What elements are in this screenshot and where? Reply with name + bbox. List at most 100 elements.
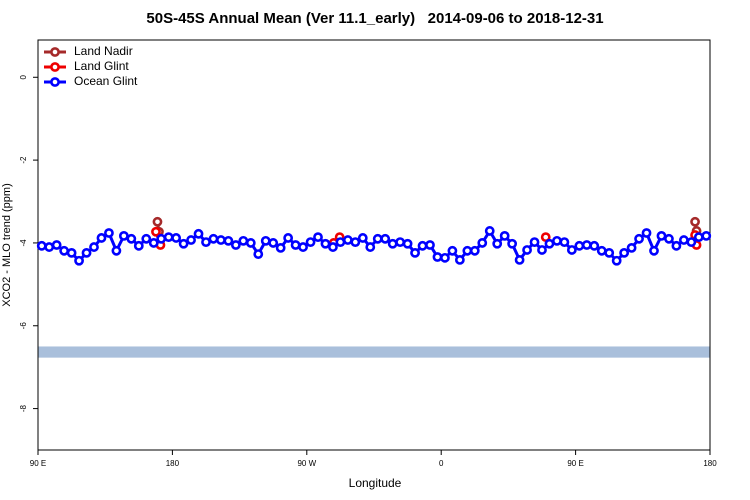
point xyxy=(469,245,480,256)
point xyxy=(186,235,196,245)
point xyxy=(641,228,652,238)
point xyxy=(245,238,256,248)
point xyxy=(126,233,137,244)
point xyxy=(178,238,189,249)
point xyxy=(425,240,435,250)
x-tick-label: 0 xyxy=(439,459,444,468)
point xyxy=(552,235,562,246)
point xyxy=(133,240,144,251)
point xyxy=(693,232,704,243)
legend-marker xyxy=(50,77,60,87)
point xyxy=(156,233,167,244)
legend-marker xyxy=(50,62,60,72)
point xyxy=(151,226,161,237)
point xyxy=(51,240,62,250)
point xyxy=(253,249,264,260)
point xyxy=(410,247,420,258)
y-tick-label: 0 xyxy=(19,74,28,79)
band xyxy=(38,346,710,358)
point xyxy=(36,240,47,251)
point xyxy=(596,245,607,256)
x-axis-label: Longitude xyxy=(349,476,402,490)
point xyxy=(566,245,577,255)
point xyxy=(268,238,279,248)
point xyxy=(701,230,712,241)
point xyxy=(223,235,234,246)
x-tick-label: 180 xyxy=(166,459,180,468)
point xyxy=(678,235,689,245)
point xyxy=(208,233,219,244)
x-tick-label: 90 E xyxy=(567,459,583,468)
point xyxy=(417,240,428,251)
point xyxy=(619,247,630,258)
point xyxy=(581,240,592,250)
point xyxy=(335,237,346,248)
point xyxy=(604,247,615,258)
point xyxy=(298,242,308,252)
point xyxy=(649,245,659,256)
point xyxy=(686,237,697,248)
y-tick-label: -2 xyxy=(19,156,28,164)
point xyxy=(81,247,92,258)
point xyxy=(74,255,84,266)
y-tick-label: -8 xyxy=(19,404,28,412)
point xyxy=(432,252,443,262)
point xyxy=(514,255,525,265)
point xyxy=(492,238,503,249)
point xyxy=(141,233,152,244)
point xyxy=(230,240,241,250)
point xyxy=(313,232,323,243)
point xyxy=(395,237,406,248)
point xyxy=(111,245,122,256)
point xyxy=(260,235,271,246)
point xyxy=(365,242,376,252)
legend-marker xyxy=(50,47,60,57)
y-tick-label: -6 xyxy=(19,322,28,330)
point xyxy=(201,237,211,248)
point xyxy=(372,233,383,244)
point xyxy=(634,233,644,244)
point xyxy=(216,235,226,245)
legend-label: Land Nadir xyxy=(74,44,133,58)
y-tick-label: -4 xyxy=(19,239,28,247)
point xyxy=(152,216,163,227)
y-axis-label: XCO2 - MLO trend (ppm) xyxy=(1,183,13,306)
point xyxy=(529,237,540,248)
point xyxy=(104,228,114,238)
point xyxy=(626,242,637,253)
x-tick-label: 90 E xyxy=(30,459,46,468)
point xyxy=(559,237,570,248)
point xyxy=(656,230,667,241)
point xyxy=(171,233,182,243)
point xyxy=(387,238,398,249)
point xyxy=(380,233,391,244)
point xyxy=(283,233,294,243)
point xyxy=(163,232,174,243)
point xyxy=(59,245,70,256)
point xyxy=(507,238,518,249)
legend-label: Ocean Glint xyxy=(74,74,138,88)
x-tick-label: 180 xyxy=(703,459,717,468)
chart-title: 50S-45S Annual Mean (Ver 11.1_early) 201… xyxy=(146,10,603,27)
point xyxy=(484,226,495,236)
point xyxy=(477,238,488,248)
point xyxy=(462,245,473,256)
point xyxy=(350,237,361,248)
point xyxy=(454,255,465,265)
legend-label: Land Glint xyxy=(74,59,129,73)
point xyxy=(118,230,129,241)
point xyxy=(342,235,353,245)
point xyxy=(537,245,547,255)
point xyxy=(44,242,55,252)
point xyxy=(522,245,532,255)
point xyxy=(320,238,331,249)
point xyxy=(402,238,413,249)
point xyxy=(499,230,510,241)
point xyxy=(96,233,107,243)
point xyxy=(89,242,99,252)
point xyxy=(671,240,682,251)
point xyxy=(664,233,674,244)
point xyxy=(574,240,585,251)
point xyxy=(544,238,555,249)
